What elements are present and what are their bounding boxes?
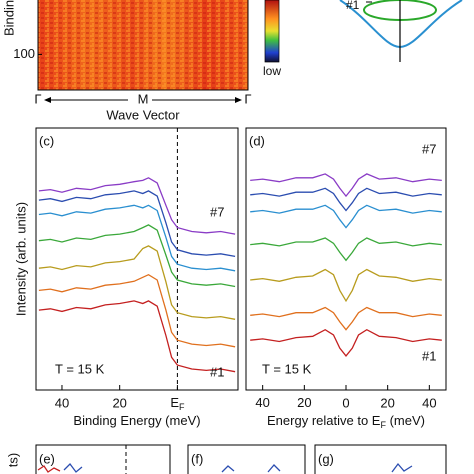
y-tick-label: 100: [13, 46, 35, 61]
label-text: Binding Energy (meV): [73, 413, 200, 428]
curve: [250, 328, 442, 357]
curve: [38, 245, 236, 320]
annotation: T = 15 K: [262, 361, 312, 376]
schematic: [339, 0, 463, 62]
y-axis-label: Intensity (arb. units): [13, 202, 28, 316]
x-axis-label: Wave Vector: [106, 107, 180, 122]
x-tick-label: EF: [170, 395, 185, 412]
panel-label: (d): [249, 133, 265, 148]
x-tick-label: 40: [422, 395, 436, 410]
annotation: #1: [422, 348, 436, 363]
curve: [250, 204, 442, 229]
curve: [250, 268, 442, 303]
label-subscript: F: [380, 420, 386, 430]
curve: [250, 237, 442, 262]
tick-subscript: F: [179, 402, 185, 412]
panel-label: (f): [191, 451, 203, 466]
curve: [38, 177, 236, 235]
label-text: (meV): [386, 413, 425, 428]
tick-text: 20: [297, 395, 311, 410]
annotation: #7: [422, 141, 436, 156]
x-axis-label: Energy relative to EF (meV): [267, 413, 425, 430]
x-tick-label: 20: [380, 395, 394, 410]
x-tick-label: 20: [297, 395, 311, 410]
curve: [38, 300, 236, 373]
heatmap-decor: [37, 0, 280, 103]
x-tick-label: Γ: [244, 91, 251, 106]
curve: [38, 224, 236, 288]
label-text: Energy relative to E: [267, 413, 381, 428]
tick-text: E: [170, 395, 179, 410]
annotation: #1: [210, 364, 224, 379]
bottom-panels: [35, 444, 447, 474]
plot-frame: [35, 127, 239, 391]
curve: [38, 204, 236, 272]
x-tick-label: M: [138, 91, 149, 106]
panel-label: (e): [39, 451, 55, 466]
panel-label: (c): [39, 133, 54, 148]
curve: [38, 273, 236, 348]
y-axis-label: Bindin: [1, 0, 16, 36]
x-tick-label: 40: [55, 395, 69, 410]
x-axis-label: Binding Energy (meV): [73, 413, 200, 428]
x-tick-label: 20: [112, 395, 126, 410]
annotation: T = 15 K: [55, 361, 105, 376]
x-tick-label: 40: [255, 395, 269, 410]
curve: [250, 187, 442, 212]
panel-label: (g): [318, 451, 334, 466]
schematic-label: #1: [346, 0, 360, 12]
x-tick-label: 0: [342, 395, 349, 410]
y-axis-label: ts): [5, 453, 20, 467]
x-tick-label: Γ: [34, 91, 41, 106]
annotation: #7: [210, 204, 224, 219]
plot-frame: [245, 127, 447, 391]
colorbar-label: low: [263, 64, 281, 78]
curve: [250, 173, 442, 198]
curve: [250, 306, 442, 331]
curve: [38, 190, 236, 258]
tick-text: 40: [255, 395, 269, 410]
